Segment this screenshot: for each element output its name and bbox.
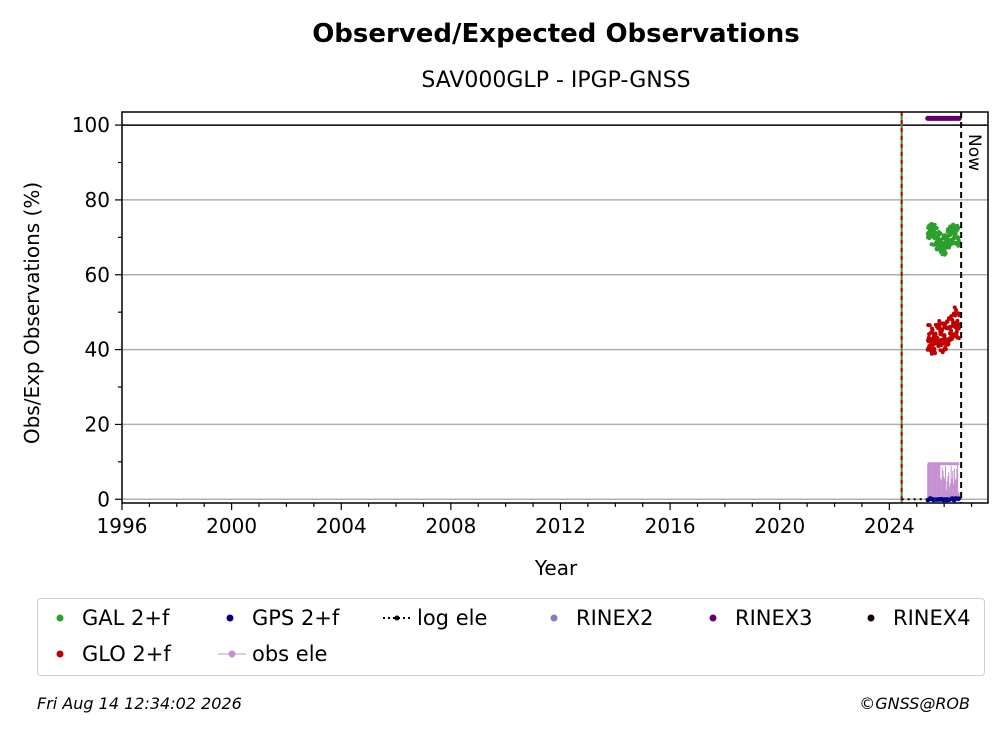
data-point xyxy=(956,336,961,341)
legend-label: obs ele xyxy=(252,642,328,666)
data-point xyxy=(956,326,961,331)
series-glo-2-f xyxy=(925,305,962,356)
data-point xyxy=(943,347,948,352)
legend-item: obs ele xyxy=(218,641,327,667)
data-point xyxy=(943,251,948,256)
legend-marker xyxy=(218,608,248,628)
data-point xyxy=(955,318,960,323)
data-point xyxy=(932,351,937,356)
data-point xyxy=(953,313,958,318)
legend-marker xyxy=(542,608,572,628)
data-point xyxy=(942,333,947,338)
legend-item: GPS 2+f xyxy=(218,605,339,631)
chart-title: Observed/Expected Observations xyxy=(312,19,800,49)
legend-label: GLO 2+f xyxy=(82,642,171,666)
y-tick-label: 40 xyxy=(85,338,110,362)
x-tick-label: 2020 xyxy=(754,514,805,538)
legend-item: RINEX4 xyxy=(859,605,971,631)
legend-item: RINEX3 xyxy=(701,605,813,631)
legend-item: GAL 2+f xyxy=(48,605,169,631)
data-point xyxy=(954,307,959,312)
legend-label: GPS 2+f xyxy=(252,606,340,630)
series-gps-2-f xyxy=(925,496,962,503)
legend: GAL 2+f GPS 2+f log ele RINEX2 RINEX3 RINEX4 G… xyxy=(37,598,985,676)
series-gal-2-f xyxy=(925,221,962,257)
x-tick-label: 2008 xyxy=(425,514,476,538)
legend-marker xyxy=(859,608,889,628)
legend-item: RINEX2 xyxy=(542,605,654,631)
data-point xyxy=(956,226,961,231)
data-point xyxy=(930,328,935,333)
y-tick-label: 80 xyxy=(85,188,110,212)
y-axis-label: Obs/Exp Observations (%) xyxy=(20,182,44,444)
data-point xyxy=(932,222,937,227)
y-tick-label: 20 xyxy=(85,412,110,436)
y-tick-label: 60 xyxy=(85,263,110,287)
grid-lines xyxy=(122,199,988,501)
data-point xyxy=(946,342,951,347)
legend-marker xyxy=(383,608,413,628)
data-point xyxy=(949,314,954,319)
x-axis-label: Year xyxy=(534,556,578,580)
legend-marker xyxy=(48,608,78,628)
x-tick-label: 2024 xyxy=(864,514,915,538)
now-label: Now xyxy=(964,134,984,171)
data-point xyxy=(933,230,938,235)
legend-label: GAL 2+f xyxy=(82,606,170,630)
legend-label: log ele xyxy=(417,606,488,630)
footer-credit: ©GNSS@ROB xyxy=(859,694,970,713)
series-obs-ele xyxy=(927,462,960,500)
data-point xyxy=(954,329,959,334)
data-point xyxy=(938,231,943,236)
data-point xyxy=(933,332,938,337)
data-point xyxy=(949,329,954,334)
legend-item: log ele xyxy=(383,605,487,631)
data-point xyxy=(935,336,940,341)
chart: Observed/Expected Observations SAV000GLP… xyxy=(20,19,989,580)
data-point xyxy=(956,323,961,328)
plot-frame xyxy=(121,111,989,504)
data-point xyxy=(927,323,932,328)
chart-subtitle: SAV000GLP - IPGP-GNSS xyxy=(421,68,690,93)
legend-label: RINEX3 xyxy=(735,606,813,630)
x-tick-label: 2016 xyxy=(645,514,696,538)
x-tick-label: 2000 xyxy=(206,514,257,538)
footer-timestamp: Fri Aug 14 12:34:02 2026 xyxy=(37,694,242,713)
x-tick-label: 2012 xyxy=(535,514,586,538)
data-point xyxy=(939,327,944,332)
y-tick-label: 0 xyxy=(97,487,110,511)
data-point xyxy=(932,346,937,351)
legend-label: RINEX2 xyxy=(576,606,654,630)
axes: 1996 2000 2004 2008 2012 2016 2020 2024 0 20 40 60 8… xyxy=(72,111,989,538)
legend-marker xyxy=(48,644,78,664)
x-tick-label: 2004 xyxy=(316,514,367,538)
data-point xyxy=(934,226,939,231)
legend-marker xyxy=(218,644,248,664)
x-tick-label: 1996 xyxy=(97,514,148,538)
legend-label: RINEX4 xyxy=(893,606,971,630)
legend-marker xyxy=(701,608,731,628)
legend-item: GLO 2+f xyxy=(48,641,171,667)
y-tick-label: 100 xyxy=(72,113,110,137)
plot-area: Now xyxy=(122,112,988,503)
